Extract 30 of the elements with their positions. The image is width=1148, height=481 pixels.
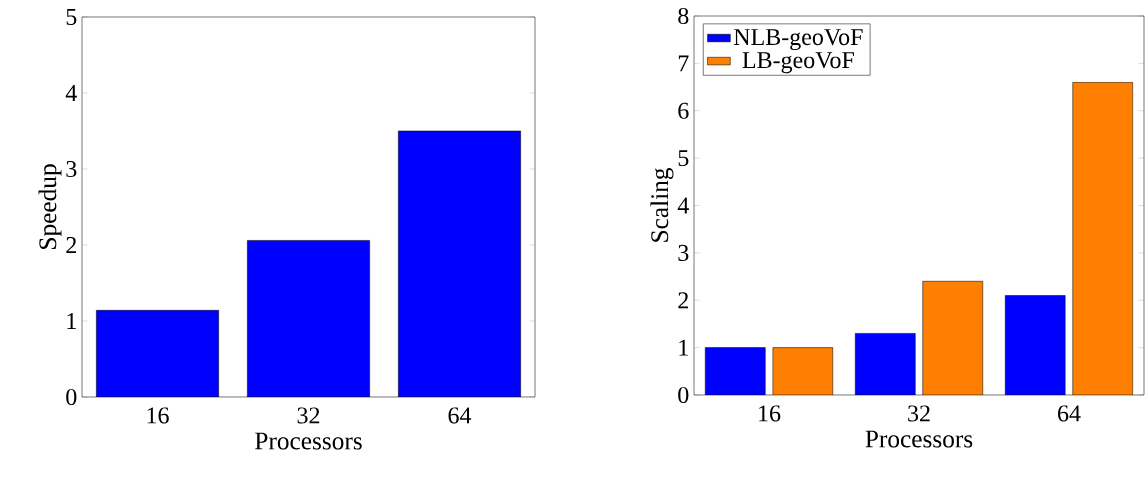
x-axis-title: Processors: [255, 432, 362, 450]
x-tick-label: 16: [147, 407, 169, 424]
y-tick-label: 5: [678, 150, 689, 167]
y-tick-label: 0: [66, 388, 77, 406]
y-tick-label: 5: [66, 9, 77, 25]
y-tick-label: 4: [65, 85, 77, 101]
bar: [1004, 295, 1066, 395]
legend-label: LB-geoVoF: [742, 52, 854, 74]
x-tick-label: 64: [1058, 405, 1081, 422]
y-tick-label: 2: [66, 237, 76, 253]
y-tick-label: 0: [678, 386, 689, 404]
bar: [854, 333, 916, 395]
y-axis-title: Speedup: [38, 164, 62, 249]
x-axis-title: Processors: [865, 430, 973, 448]
x-tick-label: 32: [297, 407, 320, 424]
y-tick-label: 1: [679, 339, 688, 356]
y-tick-label: 8: [678, 7, 689, 25]
y-tick-label: 2: [678, 292, 688, 309]
bar: [704, 347, 766, 395]
y-axis-title: Scaling: [650, 167, 674, 242]
legend-label: NLB-geoVoF: [733, 29, 863, 51]
y-tick-label: 3: [678, 244, 689, 261]
y-tick-label: 6: [678, 102, 689, 119]
y-tick-label: 7: [678, 55, 689, 72]
x-tick-label: 32: [908, 405, 930, 422]
x-tick-label: 16: [759, 405, 781, 422]
x-tick-label: 64: [448, 407, 472, 424]
y-tick-label: 1: [67, 313, 76, 329]
y-tick-label: 4: [677, 197, 689, 214]
y-tick-label: 3: [66, 160, 77, 178]
